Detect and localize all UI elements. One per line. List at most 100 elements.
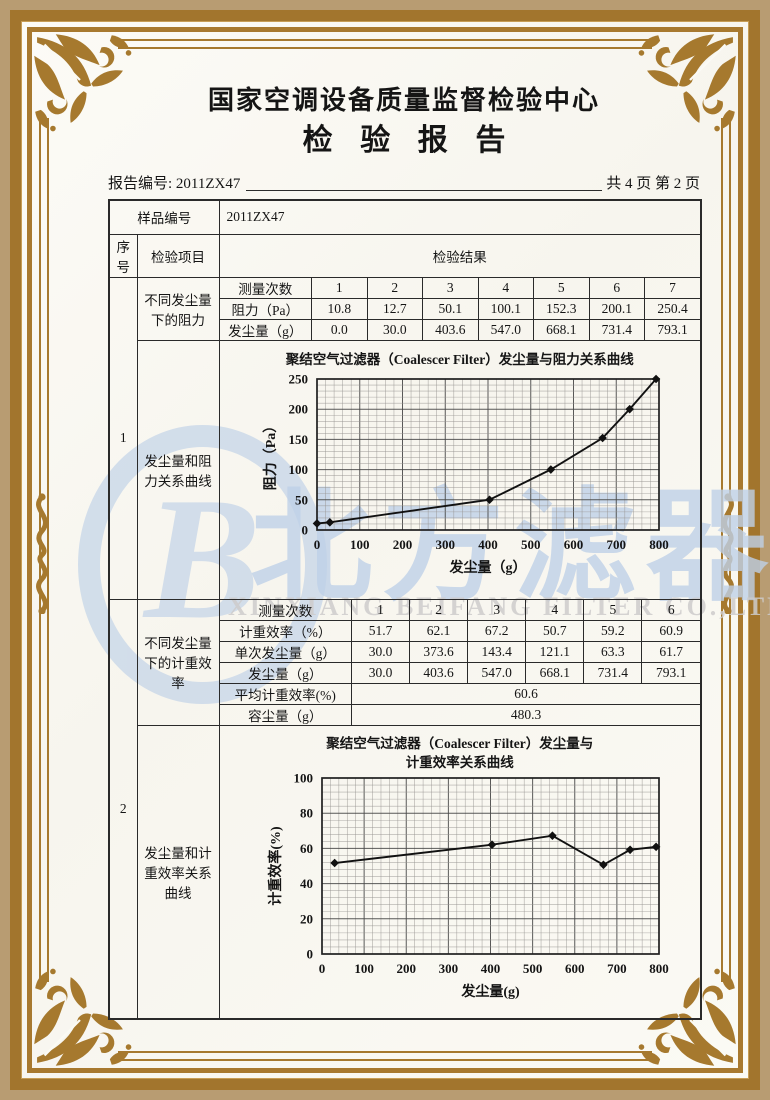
dust-amount-value: 793.1	[644, 318, 700, 340]
measurement-no-value: 3	[467, 599, 527, 621]
section2-no: 2	[108, 598, 138, 1019]
section1-item-chart: 发尘量和阻力关系曲线	[136, 339, 220, 600]
chart2-title-line2: 计重效率关系曲线	[405, 754, 514, 770]
data-point-marker	[651, 842, 661, 851]
table-row: 容尘量（g） 480.3	[219, 703, 700, 725]
avg-efficiency-label: 平均计重效率(%)	[219, 682, 352, 705]
measurement-no-value: 6	[588, 277, 645, 299]
dust-amount-value: 731.4	[583, 661, 643, 684]
measurement-no-value: 6	[641, 599, 700, 621]
measurement-no-value: 3	[422, 277, 479, 299]
row-label: 测量次数	[219, 599, 352, 621]
x-tick-label: 500	[521, 537, 541, 552]
measurement-no-value: 5	[533, 277, 590, 299]
report-title: 检验报告	[108, 120, 700, 162]
data-point-marker	[330, 858, 339, 867]
efficiency-value: 67.2	[467, 619, 527, 642]
table-row: 序号 检验项目 检验结果	[108, 233, 702, 278]
inspection-table: 样品编号 2011ZX47 序号 检验项目 检验结果 1 不同发尘量下的阻力	[108, 199, 702, 1020]
scroll-ornament-icon	[29, 492, 55, 614]
row-label: 发尘量（g）	[219, 661, 352, 684]
row-label: 阻力（Pa）	[219, 297, 312, 320]
frame-line-top	[118, 39, 652, 49]
plot-border	[320, 776, 660, 955]
x-tick-label: 800	[649, 537, 669, 552]
row-label: 单次发尘量（g）	[219, 640, 352, 663]
data-point-marker	[547, 830, 557, 840]
rule-line	[246, 190, 603, 191]
y-tick-label: 150	[288, 431, 308, 446]
data-point-marker	[625, 404, 634, 413]
y-tick-label: 0	[306, 946, 313, 961]
data-point-marker	[625, 845, 635, 854]
x-tick-label: 200	[396, 961, 416, 976]
x-tick-label: 300	[435, 537, 455, 552]
y-tick-label: 250	[288, 371, 308, 386]
resistance-value: 12.7	[366, 297, 423, 320]
dust-amount-value: 793.1	[641, 661, 700, 684]
x-tick-label: 700	[607, 961, 627, 976]
table-row: 单次发尘量（g） 30.0 373.6 143.4 121.1 63.3 61.7	[219, 640, 700, 663]
report-number: 报告编号: 2011ZX47	[108, 176, 241, 192]
y-axis-label: 阻力（Pa）	[262, 418, 279, 490]
dust-amount-value: 668.1	[533, 318, 590, 340]
data-point-marker	[598, 433, 607, 442]
dust-amount-value: 731.4	[588, 318, 645, 340]
report-content: 国家空调设备质量监督检验中心 检验报告 报告编号: 2011ZX47 共 4 页…	[108, 84, 702, 1020]
x-tick-label: 600	[564, 537, 584, 552]
x-tick-label: 200	[393, 537, 413, 552]
frame-line-bottom	[118, 1051, 652, 1061]
measurement-no-value: 5	[583, 599, 643, 621]
sample-no-label: 样品编号	[108, 199, 220, 235]
resistance-value: 10.8	[311, 297, 368, 320]
x-tick-label: 100	[354, 961, 374, 976]
measurement-no-value: 4	[525, 599, 585, 621]
col-header-item: 检验项目	[136, 233, 220, 278]
resistance-value: 50.1	[422, 297, 479, 320]
center-name-title: 国家空调设备质量监督检验中心	[207, 86, 600, 115]
row-label: 发尘量（g）	[219, 318, 312, 340]
efficiency-value: 60.9	[641, 619, 700, 642]
y-tick-label: 0	[301, 522, 308, 537]
dust-amount-value: 0.0	[311, 318, 368, 340]
x-tick-label: 0	[319, 961, 326, 976]
dust-amount-value: 668.1	[525, 661, 585, 684]
table-row: 阻力（Pa） 10.8 12.7 50.1 100.1 152.3 200.1 250.4	[219, 297, 700, 320]
dust-amount-value: 403.6	[409, 661, 469, 684]
efficiency-line-chart: 0 100 200 300 400 500 600 700 800 0 20 40 60 80 100 发尘量…	[267, 772, 669, 1000]
row-label: 测量次数	[219, 277, 312, 299]
report-meta-row: 报告编号: 2011ZX47 共 4 页 第 2 页	[108, 174, 700, 194]
y-tick-label: 80	[300, 805, 313, 820]
table-row: 发尘量（g） 30.0 403.6 547.0 668.1 731.4 793.1	[219, 661, 700, 684]
row-label: 计重效率（%）	[219, 619, 352, 642]
section2-item-chart: 发尘量和计重效率关系曲线	[136, 724, 220, 1019]
scroll-ornament-icon	[715, 492, 741, 614]
report-title-text: 检验报告	[302, 124, 533, 157]
outer-gold-band	[10, 10, 760, 1090]
dust-amount-value: 403.6	[422, 318, 479, 340]
x-tick-label: 500	[523, 961, 543, 976]
section2-item-data: 不同发尘量下的计重效率	[136, 598, 220, 726]
dust-amount-value: 547.0	[467, 661, 527, 684]
y-tick-label: 60	[300, 840, 313, 855]
table-row: 发尘量和计重效率关系曲线 聚结空气过滤器（Coalescer Filter）发尘…	[109, 724, 702, 1019]
y-tick-label: 40	[300, 876, 313, 891]
x-axis-label: 发尘量(g)	[460, 983, 520, 1000]
table-row: 发尘量（g） 0.0 30.0 403.6 547.0 668.1 731.4 793.1	[219, 318, 700, 340]
x-tick-label: 700	[606, 537, 626, 552]
inner-gold-band	[27, 27, 743, 1073]
data-point-marker	[484, 494, 494, 504]
dust-capacity-value: 480.3	[351, 703, 700, 725]
table-row: 计重效率（%） 51.7 62.1 67.2 50.7 59.2 60.9	[219, 619, 700, 642]
col-header-result: 检验结果	[218, 233, 702, 278]
table-row: 样品编号 2011ZX47	[108, 199, 702, 235]
single-dust-value: 61.7	[641, 640, 700, 663]
data-point-marker	[312, 518, 322, 528]
sample-no-value: 2011ZX47	[218, 199, 702, 235]
x-tick-label: 600	[565, 961, 585, 976]
